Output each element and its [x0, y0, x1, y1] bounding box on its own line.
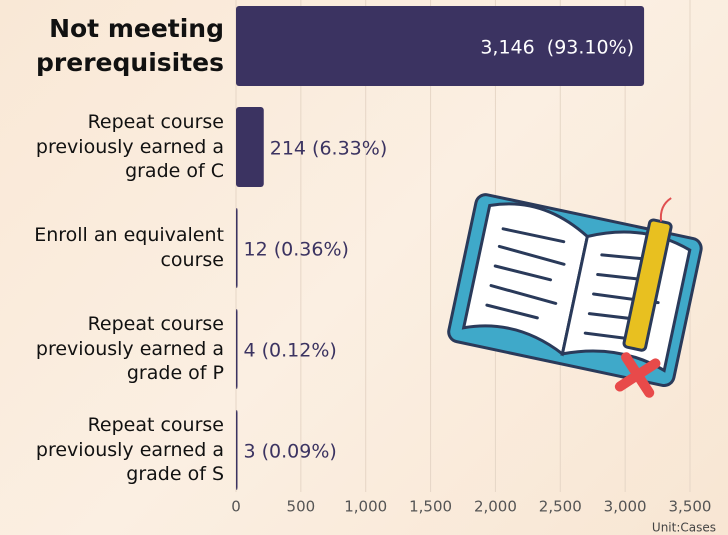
value-label: 4 (0.12%) [244, 340, 337, 362]
category-label: Enroll an equivalent course [4, 200, 224, 296]
bar [236, 309, 238, 389]
x-tick-label: 1,500 [409, 498, 452, 516]
category-label: Repeat course previously earned a grade … [4, 301, 224, 397]
bar [236, 107, 264, 187]
value-label: 3 (0.09%) [244, 441, 337, 463]
x-tick-label: 2,000 [474, 498, 517, 516]
x-tick-label: 0 [231, 498, 241, 516]
unit-label: Unit:Cases [652, 521, 716, 535]
value-label: 12 (0.36%) [244, 239, 349, 261]
chart: 0 500 1,000 1,500 2,000 2,500 3,000 3,500 3,146… [0, 0, 728, 535]
x-tick-label: 3,000 [604, 498, 647, 516]
category-label: Not meeting prerequisites [4, 0, 224, 94]
value-label: 3,146 (93.10%) [480, 37, 634, 59]
book-illustration [445, 159, 711, 398]
bar [236, 208, 238, 288]
x-tick-label: 1,000 [344, 498, 387, 516]
x-tick-label: 2,500 [539, 498, 582, 516]
category-label: Repeat course previously earned a grade … [4, 402, 224, 498]
x-tick-label: 3,500 [669, 498, 712, 516]
category-label: Repeat course previously earned a grade … [4, 99, 224, 195]
value-label: 214 (6.33%) [270, 138, 388, 160]
bar [236, 410, 238, 490]
x-tick-label: 500 [287, 498, 316, 516]
